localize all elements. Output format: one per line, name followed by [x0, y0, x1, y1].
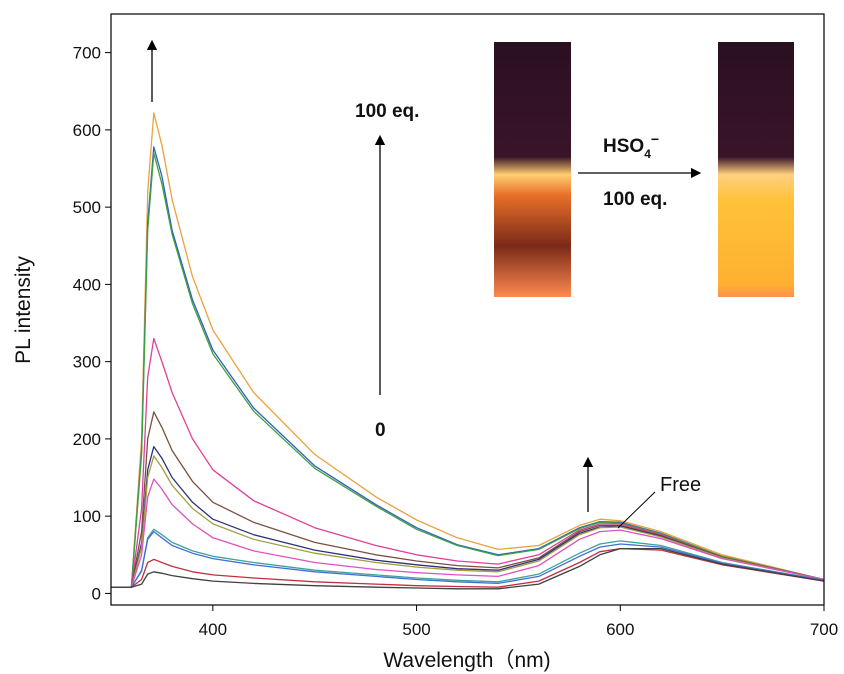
annotation: 0 — [375, 420, 386, 441]
series-line — [111, 478, 825, 588]
reagent-sub: 4 — [644, 147, 651, 161]
plot-area: 0 100 200 300 400 500 600 700 400 500 600 700 — [73, 13, 838, 639]
y-tick-label: 100 — [73, 507, 101, 526]
reagent-sup: − — [651, 131, 659, 147]
cuvette-image — [494, 42, 571, 297]
y-tick-label: 200 — [73, 430, 101, 449]
series-line — [111, 455, 825, 588]
series-line — [111, 112, 825, 588]
series-line — [111, 152, 825, 588]
cuvette-image — [718, 42, 794, 297]
y-tick-label: 500 — [73, 198, 101, 217]
x-tick-label: 500 — [402, 620, 430, 639]
x-tick-label: 700 — [810, 620, 838, 639]
annotation: 100 eq. — [355, 101, 419, 122]
annotation: HSO4− — [603, 131, 659, 161]
y-axis-label: PL intensity — [12, 256, 35, 364]
series-line — [111, 547, 825, 590]
series-line — [111, 547, 825, 588]
plot-frame — [110, 13, 825, 606]
series-line — [111, 445, 825, 588]
series-line — [111, 411, 825, 588]
x-axis-label: Wavelength（nm) — [383, 649, 550, 672]
series-line — [111, 337, 825, 588]
annotation: Free — [660, 474, 701, 496]
annotation: 100 eq. — [603, 189, 667, 210]
y-tick-label: 0 — [92, 584, 101, 603]
series-line — [111, 530, 825, 588]
reagent: HSO — [603, 136, 644, 157]
series-line — [111, 528, 825, 588]
y-tick-label: 700 — [73, 44, 101, 63]
pointer-line — [617, 491, 656, 529]
x-tick-label: 600 — [606, 620, 634, 639]
y-tick-label: 400 — [73, 275, 101, 294]
y-tick-label: 600 — [73, 121, 101, 140]
x-tick-label: 400 — [199, 620, 227, 639]
y-tick-label: 300 — [73, 353, 101, 372]
